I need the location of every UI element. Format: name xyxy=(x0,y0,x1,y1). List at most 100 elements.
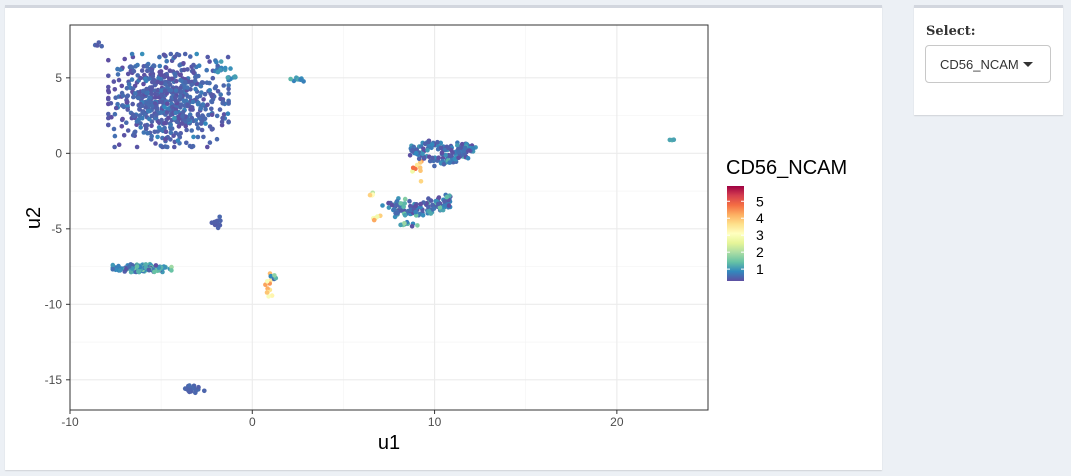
select-panel: Select: CD56_NCAM xyxy=(914,5,1063,115)
data-point xyxy=(201,97,206,102)
data-point xyxy=(402,221,407,226)
data-point xyxy=(116,77,122,83)
data-point xyxy=(112,111,118,117)
data-point xyxy=(465,155,471,161)
data-point xyxy=(120,103,126,108)
data-point xyxy=(163,65,169,71)
data-point xyxy=(130,132,136,138)
data-point xyxy=(172,115,177,121)
data-point xyxy=(183,123,188,129)
data-point xyxy=(168,87,174,93)
data-point xyxy=(414,162,420,168)
data-point xyxy=(173,110,179,116)
data-point xyxy=(150,74,156,79)
legend-tick-label: 1 xyxy=(756,261,764,277)
data-point xyxy=(430,142,435,147)
data-point xyxy=(163,82,168,87)
data-point xyxy=(158,72,164,77)
data-point xyxy=(214,113,220,119)
marker-select-dropdown[interactable]: CD56_NCAM xyxy=(925,45,1051,83)
data-point xyxy=(218,218,223,224)
legend-title: CD56_NCAM xyxy=(726,157,847,179)
data-point xyxy=(200,114,206,119)
data-point xyxy=(442,203,447,208)
data-point xyxy=(106,111,111,117)
legend-tick-label: 3 xyxy=(756,227,764,243)
data-point xyxy=(430,202,435,208)
data-point xyxy=(152,101,158,106)
data-point xyxy=(140,110,145,116)
data-point xyxy=(218,59,224,64)
data-point xyxy=(115,72,121,77)
data-point xyxy=(375,214,380,219)
data-point xyxy=(124,85,130,91)
data-point xyxy=(194,122,200,127)
data-point xyxy=(153,263,159,268)
data-point xyxy=(120,116,125,122)
data-point xyxy=(407,153,413,158)
data-point xyxy=(157,63,163,69)
data-point xyxy=(143,262,149,267)
caret-down-icon xyxy=(1023,62,1033,67)
data-point xyxy=(117,268,123,273)
data-point xyxy=(125,128,131,133)
data-point xyxy=(128,269,134,275)
data-point xyxy=(190,99,196,105)
data-point xyxy=(210,126,215,132)
data-point xyxy=(125,99,130,105)
data-point xyxy=(220,115,225,121)
data-point xyxy=(120,93,126,98)
data-point xyxy=(125,107,130,112)
data-point xyxy=(198,106,203,111)
data-point xyxy=(143,76,148,81)
data-point xyxy=(205,54,210,60)
data-point xyxy=(181,85,187,90)
data-point xyxy=(119,83,125,89)
data-point xyxy=(185,102,190,107)
data-point xyxy=(117,67,123,72)
data-point xyxy=(413,209,419,215)
data-point xyxy=(427,158,433,164)
data-point xyxy=(106,84,111,90)
data-point xyxy=(437,205,443,210)
data-point xyxy=(124,94,130,99)
data-point xyxy=(187,383,192,388)
data-point xyxy=(138,125,143,130)
data-point xyxy=(391,206,397,212)
data-point xyxy=(416,156,422,162)
data-point xyxy=(133,91,138,96)
data-point xyxy=(207,140,213,145)
data-point xyxy=(410,169,415,174)
data-point xyxy=(194,51,199,57)
data-point xyxy=(152,91,158,97)
data-point xyxy=(122,56,127,62)
data-point xyxy=(417,165,423,170)
data-point xyxy=(130,112,136,117)
y-tick-label: -15 xyxy=(45,373,63,387)
data-point xyxy=(209,93,215,99)
data-point xyxy=(160,144,165,150)
x-tick-label: 0 xyxy=(249,415,256,429)
data-point xyxy=(149,113,155,119)
data-point xyxy=(402,213,408,218)
data-point xyxy=(111,79,117,84)
data-point xyxy=(161,121,167,126)
data-point xyxy=(425,147,430,153)
data-point xyxy=(155,87,161,93)
data-point xyxy=(165,144,170,150)
data-point xyxy=(217,214,222,220)
data-point xyxy=(392,214,398,220)
data-point xyxy=(178,85,183,91)
data-point xyxy=(217,222,223,228)
data-point xyxy=(263,282,268,288)
data-point xyxy=(212,85,218,91)
data-point xyxy=(155,134,160,140)
data-point xyxy=(415,223,420,228)
data-point xyxy=(159,88,164,93)
data-point xyxy=(410,165,416,171)
data-point xyxy=(148,87,154,93)
data-point xyxy=(214,60,219,65)
data-point xyxy=(134,144,140,150)
data-point xyxy=(220,99,226,105)
